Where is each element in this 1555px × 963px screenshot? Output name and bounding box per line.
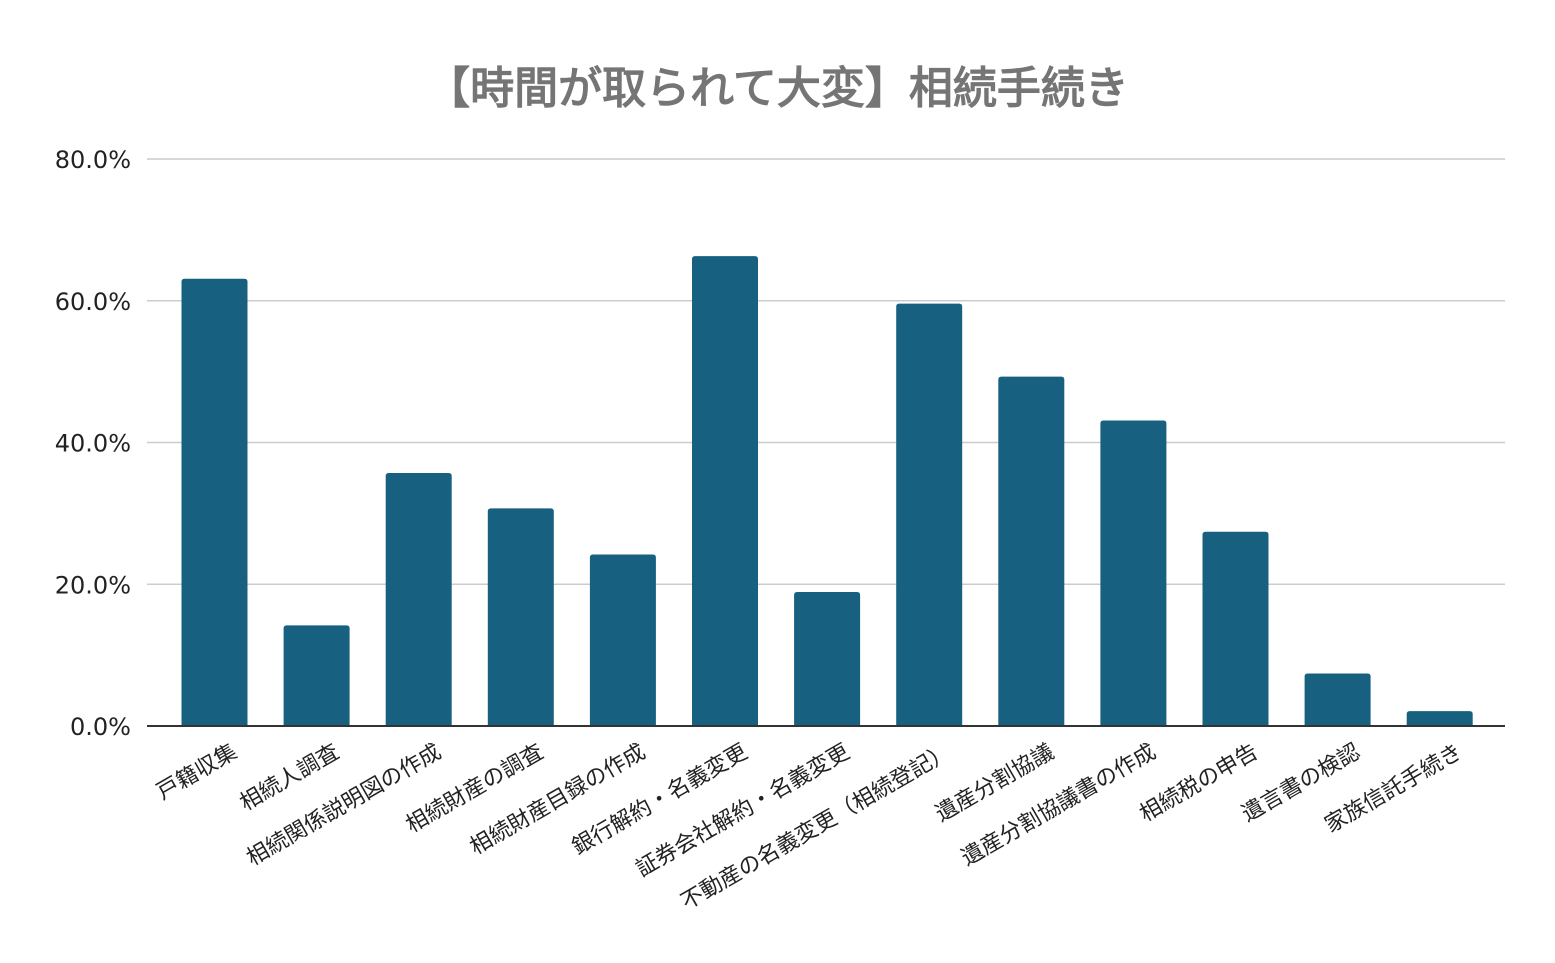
bar <box>181 278 248 726</box>
bar <box>589 554 656 726</box>
chart-title: 【時間が取られて大変】相続手続き <box>426 63 1129 114</box>
x-category-label: 戸籍収集 <box>153 740 242 806</box>
y-tick-label: 40.0% <box>55 430 131 458</box>
bar <box>794 592 861 726</box>
x-category-label: 銀行解約・名義変更 <box>568 740 752 861</box>
bar <box>1202 531 1269 726</box>
y-tick-label: 20.0% <box>55 571 131 599</box>
bar <box>283 625 350 726</box>
bar <box>1406 711 1473 726</box>
bar <box>896 303 963 726</box>
x-category-label: 相続財産目録の作成 <box>466 740 650 861</box>
bar <box>385 472 452 726</box>
x-category-label: 遺産分割協議書の作成 <box>957 740 1160 872</box>
bar <box>998 376 1065 726</box>
bar <box>1304 673 1371 726</box>
bar <box>692 256 758 726</box>
bar <box>1100 420 1167 726</box>
bar <box>487 508 554 726</box>
y-tick-label: 0.0% <box>70 713 131 741</box>
x-category-label: 相続関係説明図の作成 <box>243 740 446 872</box>
y-tick-label: 80.0% <box>55 146 131 174</box>
y-tick-label: 60.0% <box>55 288 131 316</box>
